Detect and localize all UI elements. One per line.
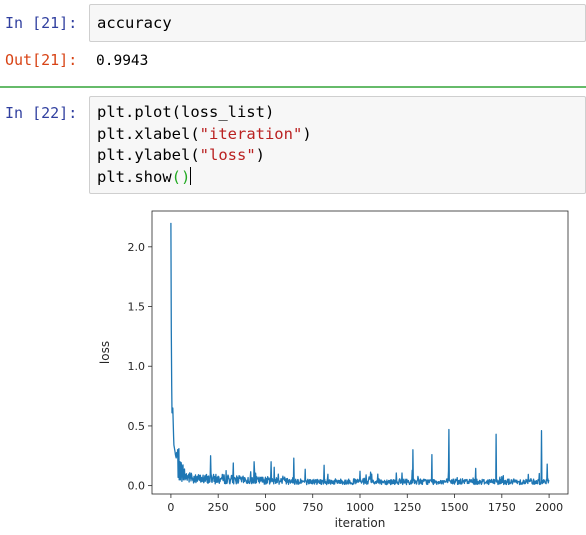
cell-22-code: plt.plot(loss_list) plt.xlabel("iteratio… <box>97 102 312 188</box>
x-tick-label: 1250 <box>393 501 421 514</box>
code-line-1: plt.plot(loss_list) <box>97 103 275 121</box>
y-axis-label: loss <box>98 341 112 364</box>
loss-line <box>170 222 550 486</box>
x-axis-ticks: 0 250 500 750 1000 1250 1500 1750 2000 <box>167 494 563 514</box>
x-axis-label: iteration <box>335 516 386 530</box>
x-tick-label: 500 <box>255 501 276 514</box>
cell-21-in-prompt: In [21]: <box>5 14 78 32</box>
y-axis-ticks: 0.0 0.5 1.0 1.5 2.0 <box>128 241 152 493</box>
code-line-4: plt.show() <box>97 166 192 186</box>
code-line-2: plt.xlabel("iteration") <box>97 124 312 143</box>
cell-22-input[interactable]: plt.plot(loss_list) plt.xlabel("iteratio… <box>89 96 586 194</box>
y-tick-label: 0.5 <box>128 420 146 433</box>
cell-22-in-prompt: In [22]: <box>5 104 78 122</box>
selected-cell-indicator <box>0 86 586 88</box>
y-tick-label: 1.0 <box>128 360 146 373</box>
x-tick-label: 250 <box>208 501 229 514</box>
cell-21-output: 0.9943 <box>96 53 149 69</box>
cell-21-code-line: accuracy <box>97 14 172 32</box>
x-tick-label: 1750 <box>488 501 516 514</box>
y-tick-label: 2.0 <box>128 241 146 254</box>
loss-plot: 0.0 0.5 1.0 1.5 2.0 0 250 500 750 1000 1250 1500 17… <box>98 210 569 530</box>
x-tick-label: 2000 <box>535 501 563 514</box>
text-cursor <box>190 166 192 185</box>
x-tick-label: 750 <box>302 501 323 514</box>
y-tick-label: 1.5 <box>128 301 146 314</box>
cell-21-input[interactable]: accuracy <box>89 4 586 42</box>
plot-frame <box>151 210 569 495</box>
x-tick-label: 1000 <box>346 501 374 514</box>
loss-series <box>170 222 550 486</box>
x-tick-label: 1500 <box>441 501 469 514</box>
y-tick-label: 0.0 <box>128 480 146 493</box>
x-tick-label: 0 <box>167 501 174 514</box>
cell-21-out-prompt: Out[21]: <box>5 51 78 69</box>
code-line-3: plt.ylabel("loss") <box>97 146 265 164</box>
